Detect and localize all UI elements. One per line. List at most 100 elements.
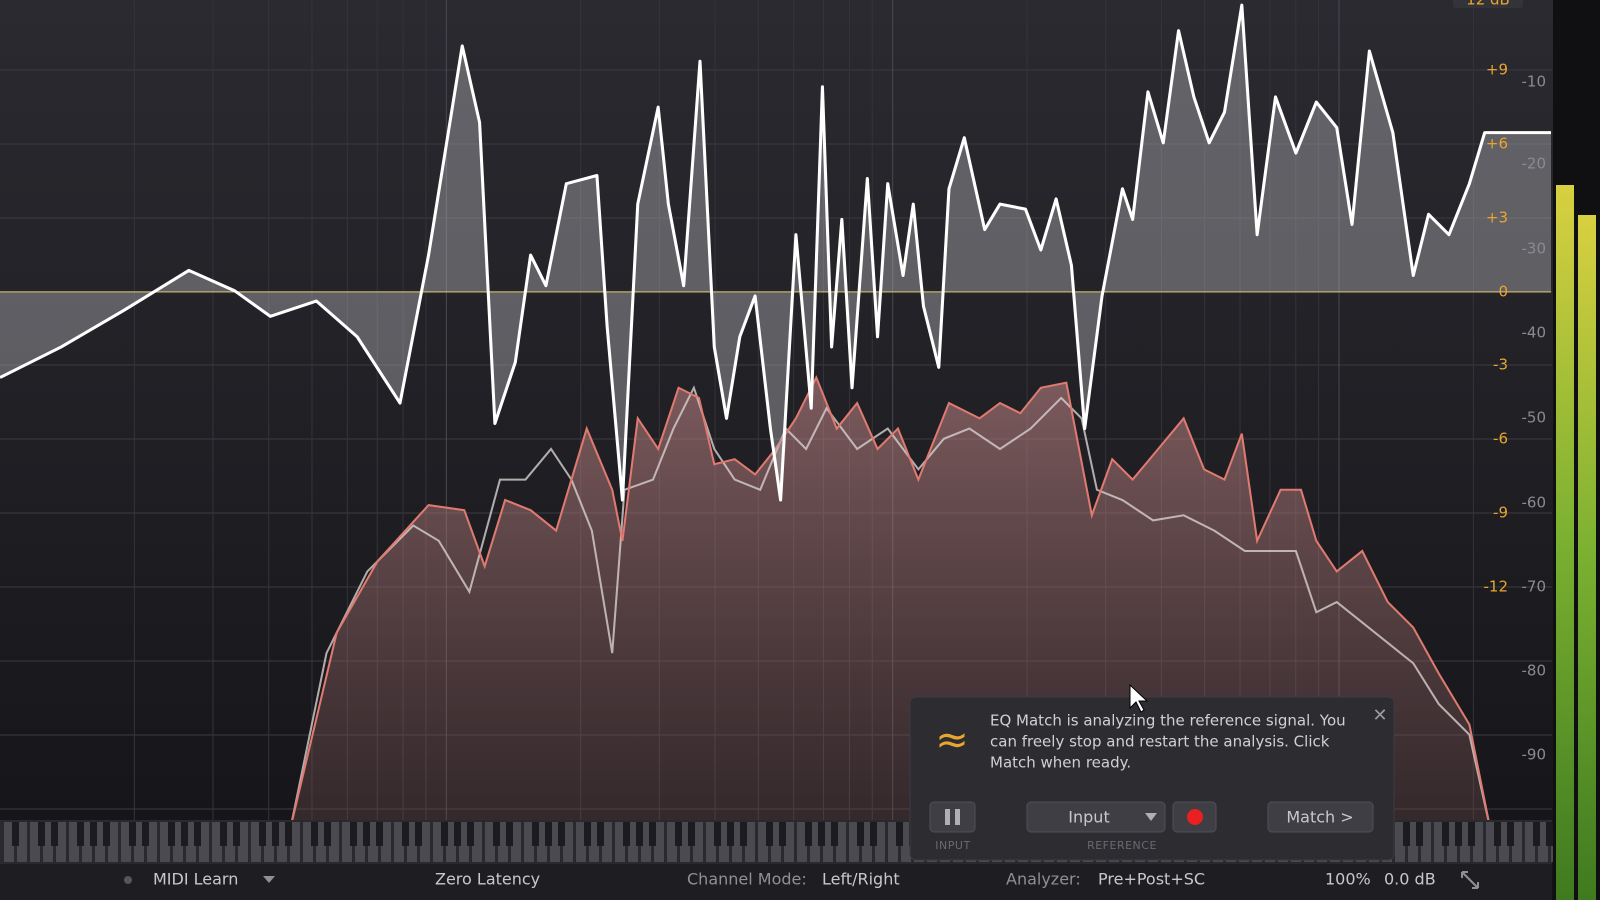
- black-key: [272, 822, 279, 846]
- black-key: [636, 822, 643, 846]
- key: [1473, 822, 1483, 862]
- black-key: [90, 822, 97, 846]
- message-line: EQ Match is analyzing the reference sign…: [990, 712, 1346, 730]
- gain-scale-label: -9: [1493, 504, 1508, 522]
- key: [355, 822, 365, 862]
- key: [758, 822, 768, 862]
- key: [810, 822, 820, 862]
- midi-arrow[interactable]: [263, 876, 275, 883]
- key: [30, 822, 40, 862]
- analyzer-scale-label: -10: [1522, 73, 1547, 91]
- black-key: [597, 822, 604, 846]
- key: [719, 822, 729, 862]
- black-key: [818, 822, 825, 846]
- resize-icon[interactable]: [1461, 871, 1479, 889]
- close-button[interactable]: ✕: [1372, 705, 1387, 726]
- meter-right: [1578, 215, 1596, 900]
- key: [654, 822, 664, 862]
- key: [56, 822, 66, 862]
- zoom[interactable]: 100%: [1325, 870, 1371, 889]
- black-key: [1455, 822, 1462, 846]
- output-gain[interactable]: 0.0 dB: [1384, 870, 1436, 889]
- key: [108, 822, 118, 862]
- status-bar: MIDI Learn Zero Latency Channel Mode: Le…: [0, 864, 1552, 900]
- key: [667, 822, 677, 862]
- black-key: [805, 822, 812, 846]
- gain-scale-label: 0: [1498, 283, 1508, 301]
- dropdown-arrow: [1145, 813, 1157, 821]
- pause-icon: [945, 809, 950, 825]
- key: [797, 822, 807, 862]
- key: [1499, 822, 1509, 862]
- midi-learn[interactable]: MIDI Learn: [153, 870, 238, 889]
- key: [628, 822, 638, 862]
- black-key: [103, 822, 110, 846]
- analyzer-scale-label: -50: [1522, 409, 1547, 427]
- key: [316, 822, 326, 862]
- key: [680, 822, 690, 862]
- key: [823, 822, 833, 862]
- key: [433, 822, 443, 862]
- black-key: [1494, 822, 1501, 846]
- gain-scale-label: +6: [1486, 135, 1508, 153]
- meter-left: [1556, 185, 1574, 900]
- channel-mode-label: Channel Mode:: [687, 870, 807, 889]
- black-key: [740, 822, 747, 846]
- black-key: [1468, 822, 1475, 846]
- key: [849, 822, 859, 862]
- key: [303, 822, 313, 862]
- key: [875, 822, 885, 862]
- analyzer-reference: [289, 385, 1491, 827]
- key: [394, 822, 404, 862]
- latency[interactable]: Zero Latency: [435, 870, 540, 889]
- key: [589, 822, 599, 862]
- black-key: [1533, 822, 1540, 846]
- key: [550, 822, 560, 862]
- black-key: [623, 822, 630, 846]
- black-key: [584, 822, 591, 846]
- match-button[interactable]: [1267, 801, 1374, 833]
- analyzer-label: Analyzer:: [1006, 870, 1081, 889]
- pause-icon: [955, 809, 960, 825]
- black-key: [675, 822, 682, 846]
- key: [511, 822, 521, 862]
- black-key: [1442, 822, 1449, 846]
- gain-scale-label: -12: [1484, 578, 1509, 596]
- message-line: Match when ready.: [990, 754, 1131, 772]
- record-icon: [1187, 809, 1203, 825]
- key: [537, 822, 547, 862]
- key: [784, 822, 794, 862]
- key: [82, 822, 92, 862]
- key: [1486, 822, 1496, 862]
- key: [121, 822, 131, 862]
- black-key: [51, 822, 58, 846]
- black-key: [1416, 822, 1423, 846]
- black-key: [350, 822, 357, 846]
- key: [290, 822, 300, 862]
- key: [199, 822, 209, 862]
- key: [4, 822, 14, 862]
- black-key: [311, 822, 318, 846]
- key: [342, 822, 352, 862]
- match-icon: ≈: [935, 717, 969, 763]
- black-key: [285, 822, 292, 846]
- key: [225, 822, 235, 862]
- black-key: [12, 822, 19, 846]
- key: [160, 822, 170, 862]
- reference-label: REFERENCE: [1087, 839, 1157, 852]
- black-key: [220, 822, 227, 846]
- black-key: [831, 822, 838, 846]
- black-key: [727, 822, 734, 846]
- range-box[interactable]: [1453, 0, 1523, 8]
- channel-mode[interactable]: Left/Right: [822, 870, 900, 889]
- analyzer-mode[interactable]: Pre+Post+SC: [1098, 870, 1205, 889]
- key: [862, 822, 872, 862]
- source-dropdown[interactable]: [1026, 801, 1166, 833]
- black-key: [441, 822, 448, 846]
- key: [732, 822, 742, 862]
- key: [95, 822, 105, 862]
- key: [576, 822, 586, 862]
- black-key: [181, 822, 188, 846]
- key: [1460, 822, 1470, 862]
- pause-button[interactable]: [929, 801, 976, 833]
